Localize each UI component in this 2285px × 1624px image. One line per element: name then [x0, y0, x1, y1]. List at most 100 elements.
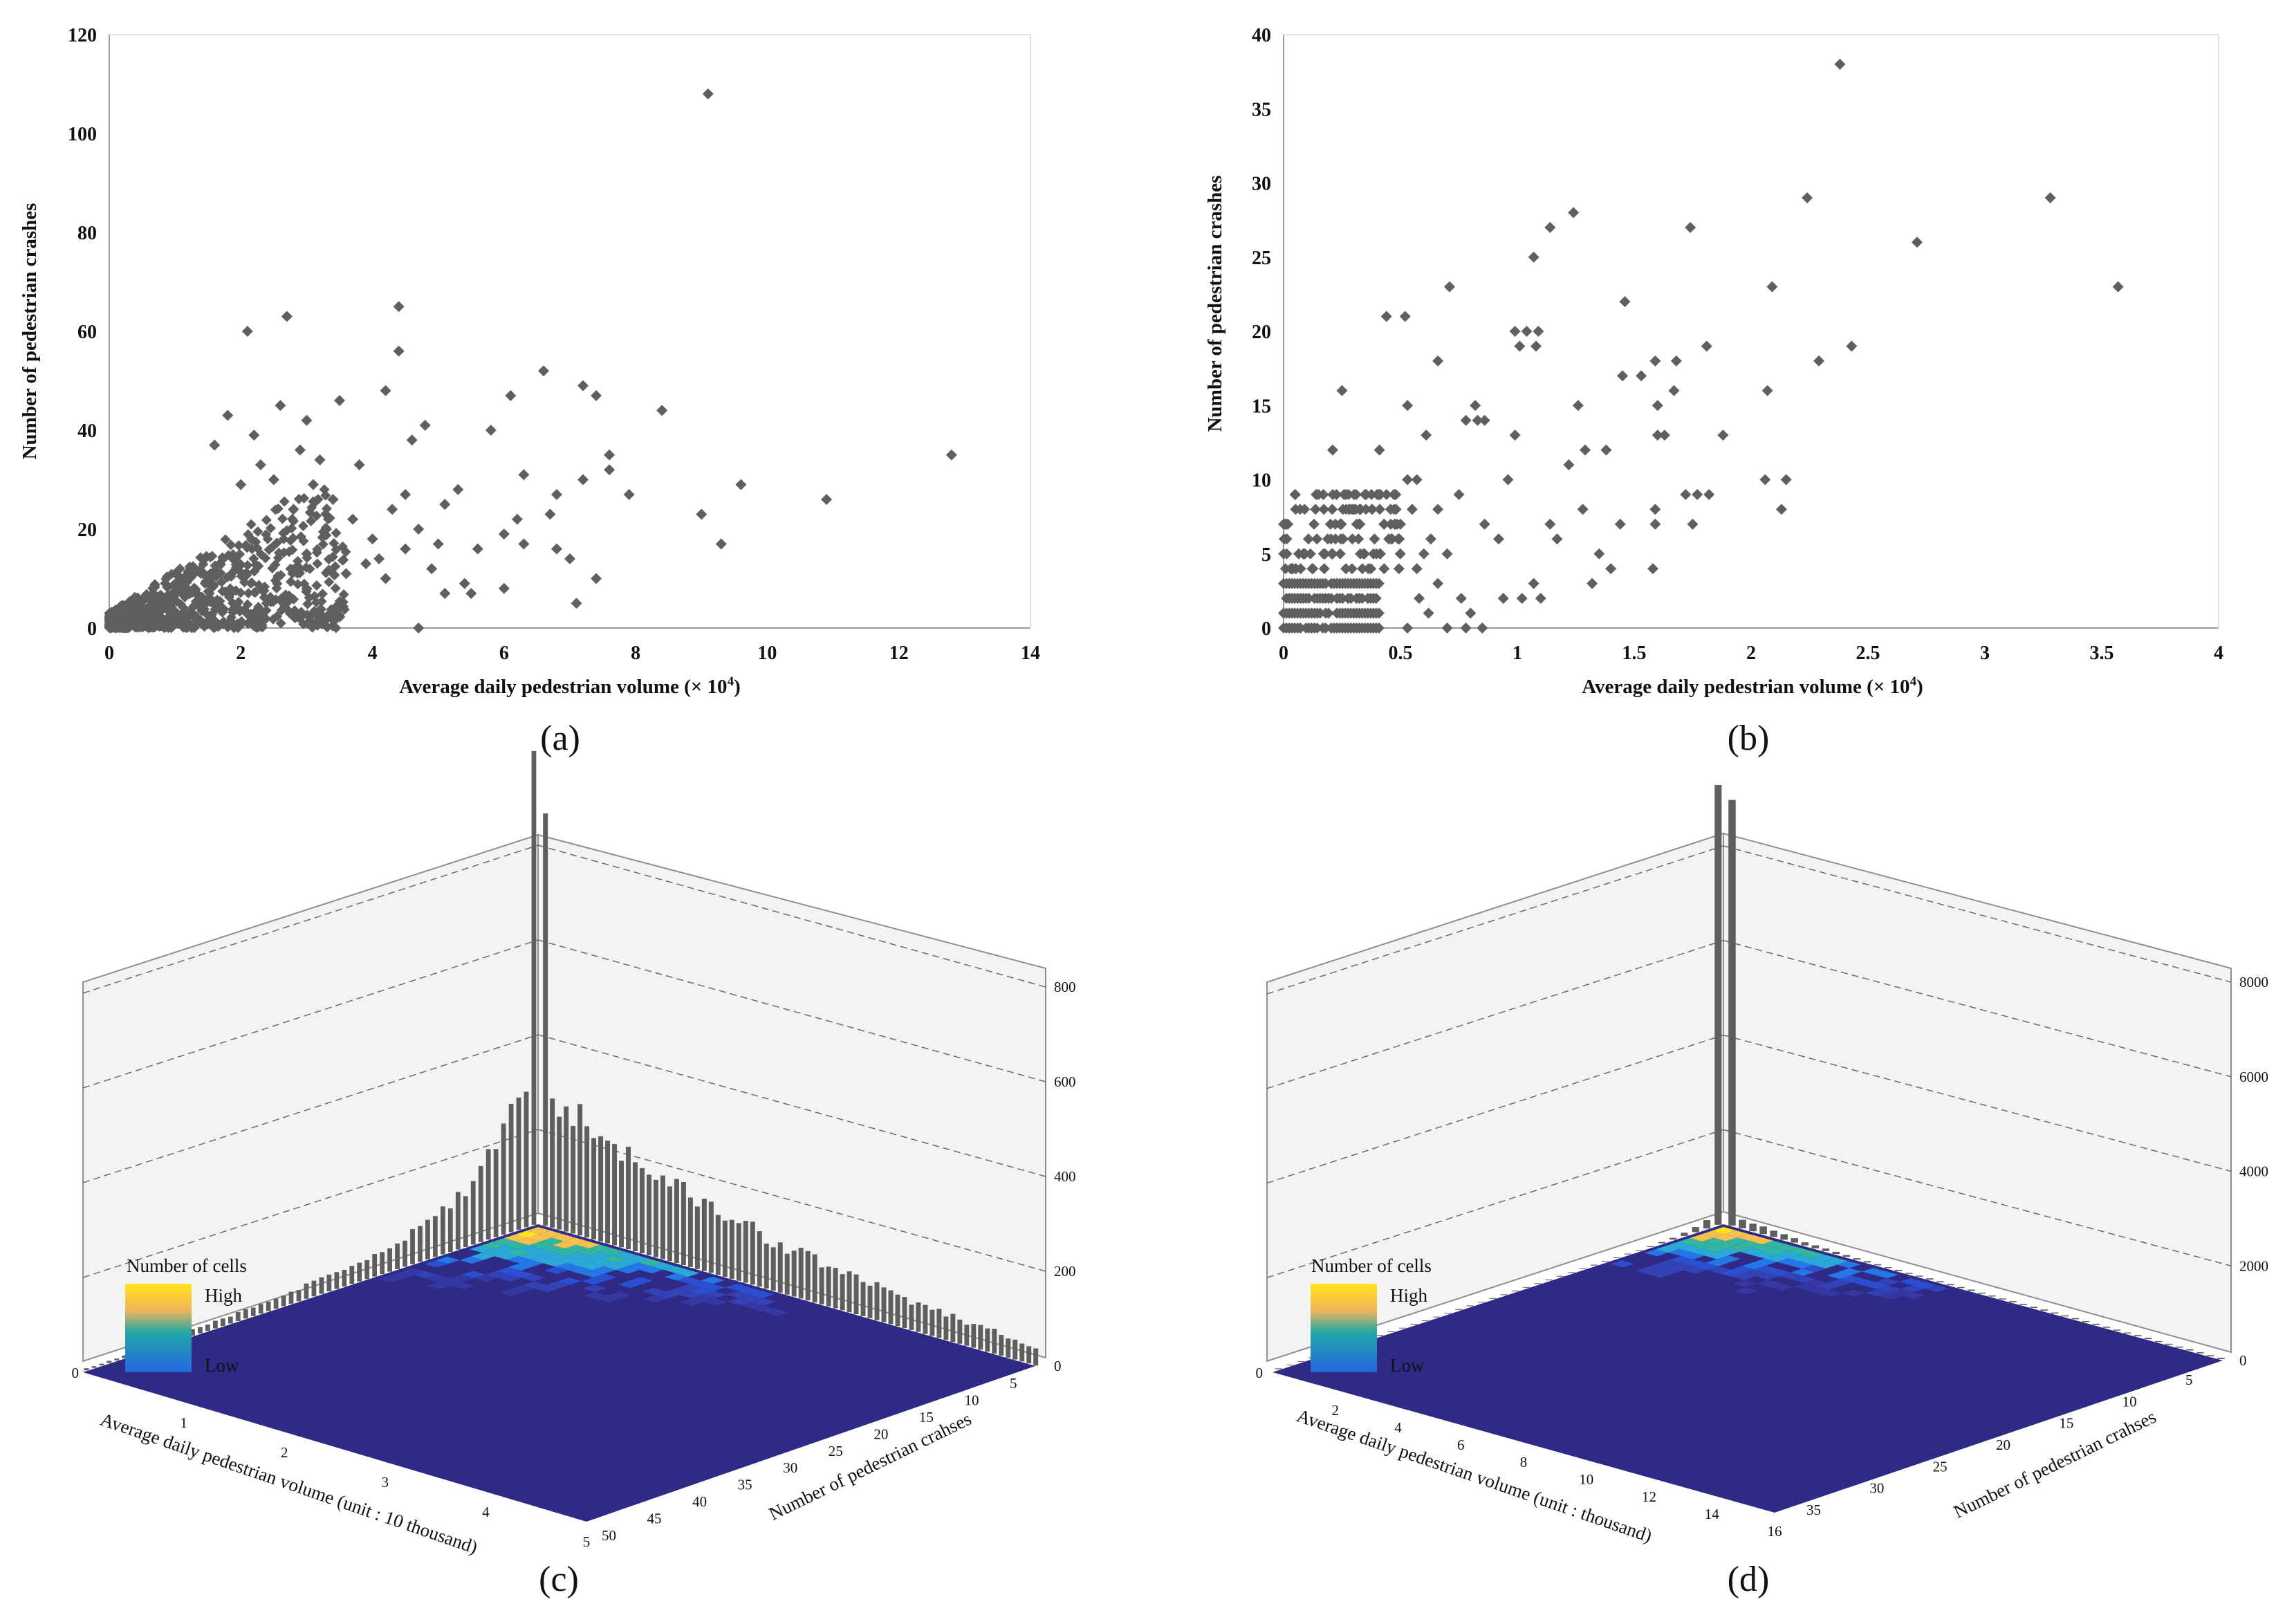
histogram-bar [281, 1295, 286, 1307]
data-point [249, 587, 260, 598]
data-point [1373, 607, 1385, 619]
x-tick-label: 4 [368, 643, 378, 664]
data-point [298, 618, 309, 629]
histogram-bar [2009, 1301, 2017, 1302]
data-point [213, 598, 224, 609]
histogram-bar [334, 1272, 340, 1289]
data-point [1703, 488, 1715, 500]
data-point [316, 596, 327, 607]
heat-cell [1737, 1233, 1761, 1242]
heat-cell [1924, 1284, 1948, 1292]
data-point [1441, 622, 1453, 634]
histogram-bar [1658, 1242, 1665, 1244]
heat-cell [517, 1245, 542, 1253]
data-point [317, 539, 329, 550]
heat-cell [1739, 1248, 1764, 1255]
heat-cell [1787, 1247, 1811, 1255]
data-point [360, 558, 372, 570]
data-point [207, 620, 218, 631]
data-point [288, 504, 299, 515]
histogram-bar [674, 1179, 679, 1264]
data-point [1378, 518, 1390, 530]
data-point [186, 620, 197, 631]
heat-cell [618, 1280, 642, 1289]
histogram-bar [936, 1309, 942, 1338]
heat-cell [593, 1273, 617, 1281]
histogram-bar [2154, 1340, 2163, 1342]
heat-cell [530, 1248, 554, 1256]
data-point [1320, 578, 1331, 589]
data-point [1388, 504, 1400, 515]
data-point [203, 611, 214, 622]
data-point [1317, 548, 1329, 560]
histogram-bar [296, 1290, 302, 1302]
heat-cell [1876, 1285, 1901, 1293]
heat-cell [553, 1248, 577, 1256]
histogram-bar [2019, 1304, 2027, 1305]
data-point [107, 619, 118, 630]
z-tick-label: 8000 [2239, 974, 2268, 990]
heat-cell [1800, 1251, 1824, 1258]
histogram-bar [531, 750, 537, 1225]
histogram-bar [319, 1277, 324, 1294]
heat-cell [752, 1305, 777, 1313]
data-point [413, 622, 425, 634]
heat-cell [427, 1282, 452, 1290]
histogram-bar [2217, 1357, 2225, 1359]
x-tick-label: 2 [1746, 643, 1756, 664]
histogram-bar [577, 1104, 583, 1236]
heat-cell [1701, 1230, 1725, 1238]
data-point [285, 576, 296, 587]
data-point [498, 528, 510, 540]
data-point [1313, 488, 1324, 500]
data-point [1370, 593, 1382, 605]
data-point [1373, 578, 1385, 589]
heat-cell [676, 1276, 701, 1284]
histogram-bar [1387, 1331, 1395, 1333]
histogram-bar [1026, 1346, 1032, 1364]
histogram-bar [91, 1366, 97, 1368]
data-point [518, 469, 530, 481]
data-point [1846, 340, 1858, 352]
data-point [242, 560, 253, 571]
data-point [267, 563, 278, 574]
histogram-bar [764, 1244, 769, 1289]
panel-a-x-ticks: 0 2 4 6 8 10 12 14 [104, 643, 1040, 664]
heat-cell [528, 1234, 552, 1242]
right-wall-gridline [1723, 1129, 2232, 1266]
heat-cell [1715, 1248, 1740, 1256]
data-point [324, 513, 335, 524]
panel-a-y-ticks: 0 20 40 60 80 100 120 [68, 25, 97, 640]
data-point [315, 609, 326, 620]
heat-cell [551, 1234, 575, 1242]
x-tick-label: 2 [281, 1444, 288, 1461]
histogram-bar [1874, 1264, 1882, 1266]
x-tick-label: 10 [1579, 1471, 1593, 1488]
x-tick-label: 14 [1021, 643, 1040, 664]
heat-cell [390, 1271, 414, 1279]
x-tick-label: 2 [236, 643, 246, 664]
data-point [1346, 563, 1358, 575]
data-point [255, 548, 266, 560]
panel-d-left-bars [1275, 784, 1722, 1369]
histogram-bar [266, 1302, 271, 1311]
heat-cell [474, 1274, 498, 1282]
data-point [1658, 430, 1670, 441]
data-point [1345, 593, 1357, 605]
data-point [1530, 340, 1542, 352]
data-point [234, 561, 245, 572]
data-point [1813, 355, 1825, 367]
data-point [1479, 518, 1490, 530]
heat-cell [1749, 1237, 1774, 1245]
histogram-bar [1432, 1316, 1440, 1318]
data-point [1378, 563, 1390, 575]
data-point [109, 612, 120, 623]
histogram-bar [943, 1316, 949, 1340]
heat-cell [1707, 1266, 1731, 1273]
heat-cell [589, 1252, 614, 1259]
heat-cell [518, 1252, 543, 1260]
heat-cell [1793, 1282, 1817, 1291]
panel-d-gridlines [1266, 845, 2232, 1278]
panel-c-heat-cells [378, 1227, 789, 1316]
data-point [327, 494, 339, 506]
